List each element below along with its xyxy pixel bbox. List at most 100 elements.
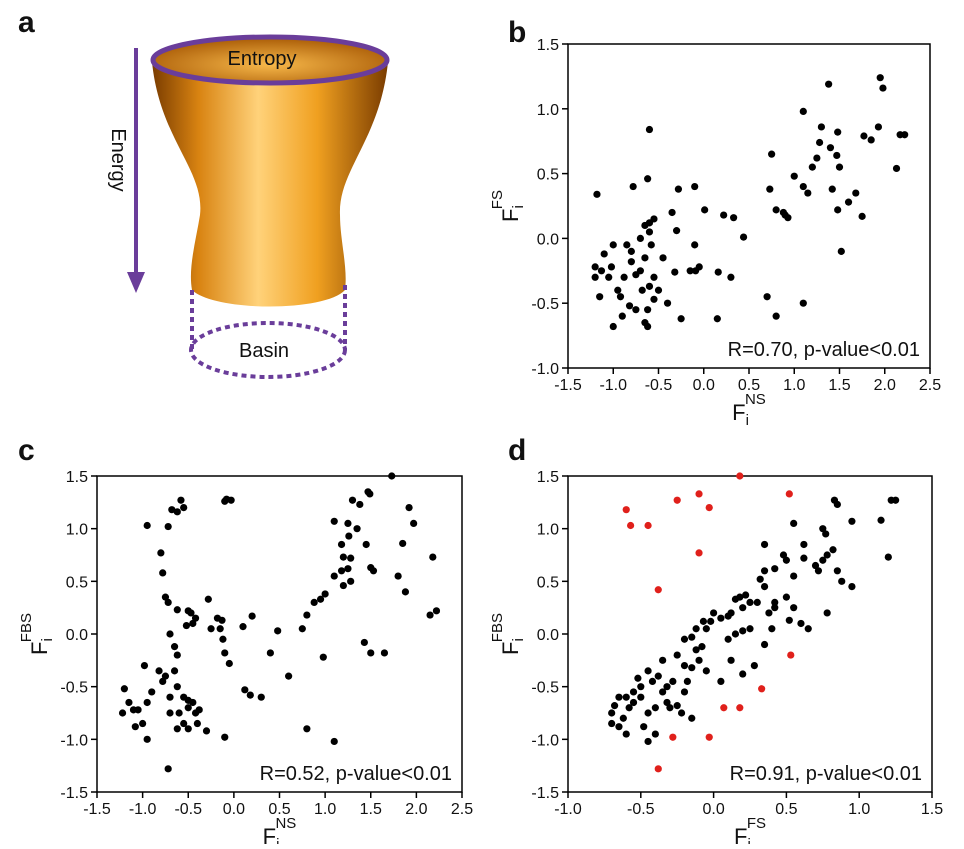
point bbox=[879, 84, 887, 92]
point bbox=[148, 688, 156, 696]
point bbox=[168, 506, 176, 514]
point bbox=[143, 735, 151, 743]
point bbox=[673, 702, 681, 710]
point bbox=[736, 704, 744, 712]
point bbox=[310, 598, 318, 607]
point bbox=[625, 302, 634, 310]
point bbox=[782, 593, 791, 601]
point bbox=[654, 286, 663, 294]
y-tick-label: 0.5 bbox=[537, 574, 559, 591]
point bbox=[157, 549, 165, 557]
point bbox=[173, 508, 181, 516]
point bbox=[731, 595, 740, 603]
point bbox=[833, 500, 841, 509]
point bbox=[790, 572, 798, 580]
label-sub: i bbox=[39, 638, 56, 641]
point bbox=[166, 630, 174, 638]
point bbox=[213, 614, 222, 622]
point bbox=[627, 521, 635, 530]
point bbox=[426, 611, 434, 619]
point bbox=[303, 611, 311, 619]
y-tick-label: -1.5 bbox=[531, 785, 559, 802]
point bbox=[692, 267, 700, 275]
point bbox=[799, 182, 807, 191]
y-axis-label: Fi FBS bbox=[489, 613, 527, 655]
label-main: F bbox=[27, 642, 52, 655]
point bbox=[804, 625, 812, 633]
x-tick-label: 0.5 bbox=[775, 801, 797, 818]
point bbox=[645, 125, 654, 134]
x-tick-label: 2.5 bbox=[451, 801, 473, 818]
point bbox=[636, 234, 645, 242]
point bbox=[695, 656, 703, 664]
y-tick-label: 1.0 bbox=[537, 522, 559, 539]
point bbox=[819, 525, 827, 533]
point bbox=[608, 719, 616, 728]
point bbox=[204, 595, 212, 603]
point bbox=[629, 688, 638, 696]
y-tick-label: -1.0 bbox=[531, 361, 559, 378]
point bbox=[367, 649, 375, 657]
point bbox=[683, 677, 691, 686]
point bbox=[644, 306, 652, 314]
point bbox=[892, 164, 901, 173]
label-main: F bbox=[732, 400, 745, 425]
x-tick-label: 0.0 bbox=[223, 801, 245, 818]
point bbox=[674, 185, 683, 193]
point bbox=[216, 625, 224, 633]
point bbox=[772, 312, 780, 320]
point bbox=[837, 247, 845, 255]
point bbox=[720, 704, 728, 712]
y-axis-label: Fi FS bbox=[489, 190, 527, 222]
point bbox=[648, 677, 657, 686]
point bbox=[432, 607, 441, 615]
label-sup: FS bbox=[489, 190, 506, 209]
point bbox=[637, 683, 645, 691]
point bbox=[688, 714, 696, 722]
x-tick-label: 2.0 bbox=[874, 377, 896, 394]
point bbox=[763, 293, 771, 301]
point bbox=[808, 163, 816, 171]
y-tick-label: -0.5 bbox=[60, 680, 88, 697]
funnel-rim bbox=[150, 34, 390, 86]
x-tick-label: 1.5 bbox=[921, 801, 943, 818]
point bbox=[347, 554, 355, 562]
point bbox=[800, 540, 808, 549]
point bbox=[691, 241, 699, 249]
x-tick-label: -1.5 bbox=[554, 377, 582, 394]
point bbox=[698, 643, 706, 651]
point bbox=[730, 214, 738, 222]
point bbox=[771, 565, 779, 573]
point bbox=[623, 241, 631, 249]
point bbox=[829, 546, 837, 554]
point bbox=[638, 286, 646, 294]
point bbox=[164, 522, 172, 531]
point bbox=[707, 617, 715, 625]
point bbox=[637, 693, 645, 701]
point bbox=[605, 273, 613, 281]
point bbox=[739, 627, 747, 635]
point bbox=[753, 598, 761, 607]
y-tick-label: 0.5 bbox=[66, 574, 88, 591]
point bbox=[166, 709, 174, 717]
point bbox=[650, 273, 658, 281]
point bbox=[622, 506, 630, 514]
point bbox=[739, 670, 747, 678]
point bbox=[166, 693, 174, 701]
point bbox=[699, 617, 708, 625]
point bbox=[727, 273, 735, 281]
x-tick-label: 1.0 bbox=[783, 377, 805, 394]
point bbox=[746, 598, 754, 607]
point bbox=[785, 616, 793, 624]
y-tick-label: 1.5 bbox=[537, 37, 559, 54]
point bbox=[175, 709, 183, 717]
point bbox=[654, 672, 662, 680]
point bbox=[330, 737, 338, 746]
point bbox=[874, 123, 883, 131]
x-tick-label: 1.5 bbox=[360, 801, 382, 818]
point bbox=[195, 706, 203, 714]
point bbox=[686, 267, 694, 275]
point bbox=[892, 496, 900, 504]
point bbox=[710, 609, 718, 617]
point bbox=[742, 591, 750, 599]
